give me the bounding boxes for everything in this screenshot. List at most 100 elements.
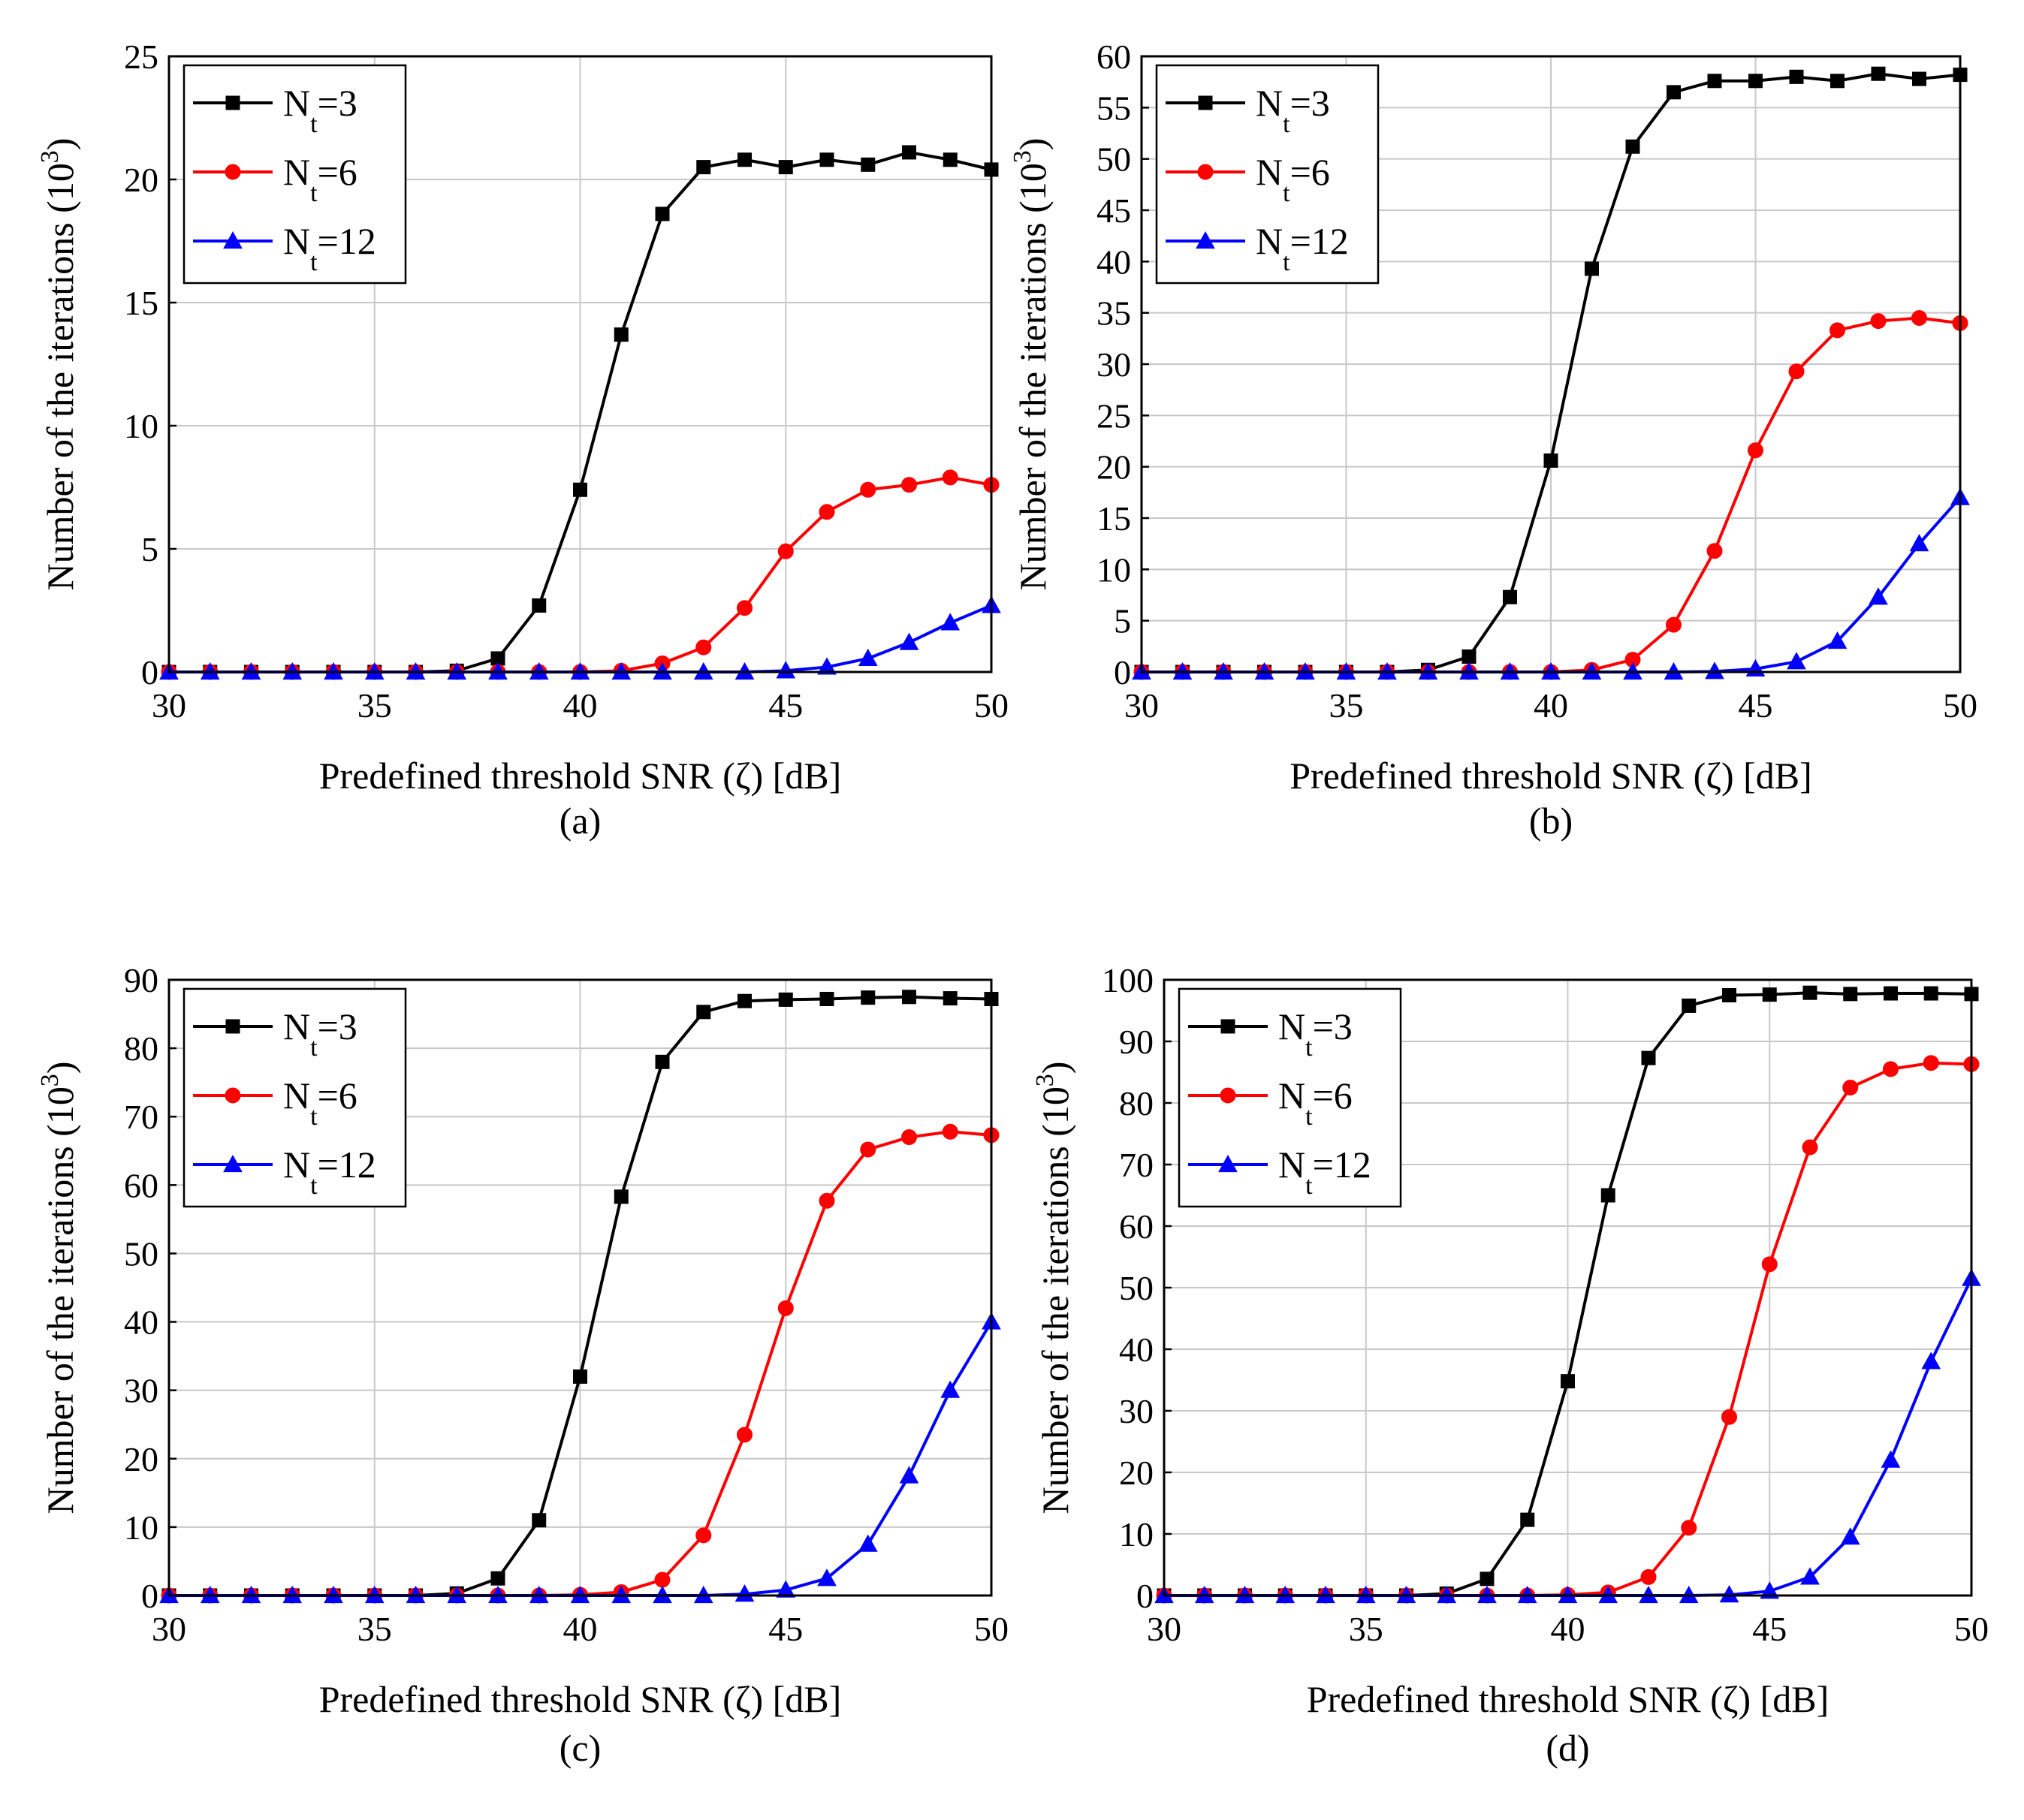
x-tick-label: 40: [1551, 1610, 1585, 1648]
y-tick-label: 30: [1119, 1392, 1154, 1430]
data-point-Nt=3: [738, 152, 752, 167]
data-point-Nt=6: [1706, 543, 1723, 559]
y-tick-label: 0: [1114, 653, 1131, 692]
data-point-Nt=6: [942, 1123, 958, 1140]
chart-panel-2: 30 35 40 45 50051015202530354045505560Nt=3Nt…: [1009, 38, 1977, 842]
x-tick-label: 30: [1147, 1610, 1181, 1648]
data-point-Nt=6: [1842, 1080, 1859, 1095]
legend-marker-Nt=12: [223, 1154, 243, 1173]
legend-marker-Nt=12: [1218, 1154, 1238, 1173]
data-point-Nt=6: [1870, 313, 1887, 330]
data-point-Nt=3: [819, 992, 834, 1007]
plot-frame: [1140, 55, 1962, 673]
data-point-Nt=6: [777, 543, 794, 559]
legend-label-Nt=3: Nt=3: [1256, 82, 1330, 138]
data-point-Nt=3: [1748, 74, 1763, 89]
legend-marker-Nt=6: [1197, 164, 1214, 180]
y-tick-label: 20: [1119, 1454, 1154, 1492]
data-point-Nt=3: [1843, 987, 1858, 1002]
legend-label-Nt=12: Nt=12: [283, 1144, 376, 1200]
plot-frame: [167, 978, 993, 1597]
data-point-Nt=3: [1461, 649, 1477, 664]
data-point-Nt=6: [737, 1427, 753, 1443]
data-point-Nt=6: [654, 1571, 671, 1588]
data-point-Nt=3: [861, 157, 876, 172]
y-tick-label: 60: [1096, 38, 1131, 76]
data-point-Nt=12: [899, 632, 919, 650]
data-point-Nt=3: [778, 160, 793, 175]
data-point-Nt=3: [1625, 139, 1640, 154]
data-point-Nt=3: [532, 598, 547, 613]
x-tick-label: 30: [1124, 686, 1159, 725]
y-tick-label: 20: [124, 1440, 158, 1478]
x-tick-label: 45: [1752, 1610, 1787, 1648]
y-tick-label: 30: [124, 1372, 158, 1410]
data-point-Nt=6: [860, 1141, 876, 1158]
legend-label-Nt=12: Nt=12: [1256, 220, 1349, 276]
data-point-Nt=3: [1884, 986, 1898, 1001]
y-tick-label: 40: [124, 1303, 158, 1342]
legend: Nt=3 Nt=6 Nt=12: [1178, 987, 1402, 1208]
legend-marker-Nt=12: [223, 231, 243, 249]
y-tick-label: 50: [1119, 1269, 1154, 1307]
data-point-Nt=3: [1871, 66, 1886, 81]
data-point-Nt=3: [1667, 85, 1681, 100]
y-tick-label: 40: [1119, 1330, 1154, 1369]
data-point-Nt=12: [1921, 1351, 1941, 1370]
data-point-Nt=6: [1681, 1520, 1697, 1536]
y-tick-label: 10: [1119, 1515, 1154, 1553]
legend-marker-Nt=6: [225, 1087, 241, 1104]
data-point-Nt=6: [695, 1527, 712, 1544]
data-point-Nt=12: [1881, 1450, 1901, 1468]
y-tick-label: 80: [1119, 1084, 1154, 1122]
data-point-Nt=3: [943, 152, 958, 167]
y-tick-label: 10: [1096, 550, 1131, 589]
data-point-Nt=3: [902, 145, 916, 160]
data-point-Nt=12: [1719, 1585, 1739, 1603]
data-point-Nt=12: [817, 657, 837, 675]
plot-frame: [167, 55, 993, 673]
y-tick-label: 60: [1119, 1207, 1154, 1246]
data-point-Nt=6: [819, 504, 835, 520]
data-point-Nt=3: [573, 482, 587, 497]
y-tick-label: 55: [1096, 89, 1131, 127]
data-point-Nt=3: [1802, 985, 1817, 1000]
legend-label-Nt=12: Nt=12: [1278, 1144, 1371, 1200]
x-tick-label: 40: [563, 686, 598, 725]
data-point-Nt=6: [942, 469, 958, 486]
panel-caption: (c): [560, 1727, 602, 1769]
data-point-Nt=12: [1909, 534, 1929, 552]
data-point-Nt=6: [1923, 1055, 1939, 1071]
data-point-Nt=12: [1705, 661, 1724, 679]
data-point-Nt=6: [1911, 310, 1927, 326]
x-tick-label: 45: [768, 1610, 803, 1648]
panel-caption: (b): [1529, 800, 1573, 842]
y-axis-label: Number of the iterations (103): [1009, 138, 1054, 591]
data-point-Nt=3: [1722, 988, 1736, 1002]
chart-panel-1: 30 35 40 45 50 0 5 10 15 20 25 Nt=3 Nt=6 Nt=12 Predefi…: [36, 38, 1009, 842]
data-point-Nt=3: [1480, 1571, 1495, 1586]
data-point-Nt=6: [901, 477, 917, 493]
data-point-Nt=6: [1829, 322, 1845, 339]
y-tick-label: 0: [141, 1577, 158, 1615]
x-tick-label: 45: [1739, 686, 1773, 725]
data-point-Nt=3: [614, 1189, 629, 1204]
legend-label-Nt=6: Nt=6: [283, 1074, 357, 1131]
data-point-Nt=12: [1869, 587, 1888, 605]
data-point-Nt=3: [943, 991, 958, 1006]
x-tick-label: 50: [1943, 686, 1977, 725]
data-point-Nt=3: [1600, 1188, 1615, 1203]
data-point-Nt=12: [1827, 631, 1848, 649]
y-tick-label: 50: [1096, 140, 1131, 179]
data-point-Nt=3: [902, 990, 916, 1005]
legend-marker-Nt=3: [225, 1019, 240, 1034]
data-point-Nt=3: [614, 327, 629, 342]
data-point-Nt=3: [696, 160, 711, 175]
y-tick-label: 5: [1114, 602, 1131, 640]
chart-panel-3: 30 35 40 45 500102030405060708090Nt=3Nt=6Nt=…: [36, 961, 1009, 1769]
y-axis-label: Number of the iterations (103): [1031, 1062, 1076, 1514]
data-point-Nt=12: [858, 648, 878, 667]
data-point-Nt=6: [1666, 616, 1682, 633]
legend-label-Nt=3: Nt=3: [283, 82, 357, 138]
